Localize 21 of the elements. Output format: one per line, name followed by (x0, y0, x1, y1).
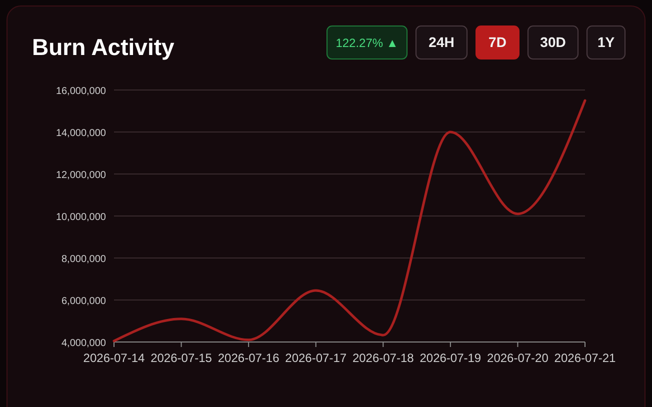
y-tick-label: 4,000,000 (62, 338, 106, 349)
x-tick-label: 2026-07-17 (285, 351, 347, 365)
y-tick-label: 8,000,000 (62, 254, 106, 265)
x-tick-label: 2026-07-21 (554, 351, 616, 365)
y-tick-label: 6,000,000 (62, 296, 106, 307)
range-button: 30D (528, 26, 578, 60)
x-tick-label: 2026-07-16 (218, 351, 280, 365)
range-button: 1Y (586, 26, 626, 60)
x-tick-label: 2026-07-19 (420, 351, 482, 365)
change-badge: 122.27% ▲ (326, 26, 408, 60)
chart-title: Burn Activity (32, 34, 174, 60)
y-tick-label: 12,000,000 (56, 170, 106, 181)
x-tick-label: 2026-07-14 (83, 351, 146, 365)
x-tick-label: 2026-07-20 (487, 351, 549, 365)
range-button: 24H (416, 26, 468, 60)
y-tick-label: 16,000,000 (56, 86, 106, 97)
x-tick-label: 2026-07-15 (150, 351, 212, 365)
x-tick-label: 2026-07-18 (352, 351, 414, 365)
y-tick-label: 10,000,000 (56, 212, 106, 223)
y-tick-label: 14,000,000 (56, 128, 106, 139)
range-button: 7D (476, 26, 520, 60)
